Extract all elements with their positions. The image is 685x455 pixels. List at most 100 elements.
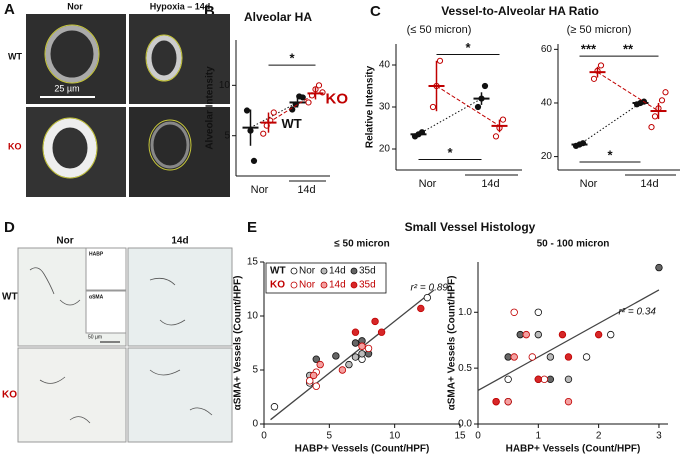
x-tick-label: 5 xyxy=(327,431,333,442)
y-axis-label: Alveolar Intensity xyxy=(205,66,216,150)
legend-marker xyxy=(320,281,328,289)
row-label: KO xyxy=(2,390,17,401)
data-point xyxy=(510,353,518,361)
data-point xyxy=(243,107,251,114)
y-tick-label: 30 xyxy=(379,102,391,113)
y-tick-label: 60 xyxy=(541,44,553,55)
chart-title: Small Vessel Histology xyxy=(405,220,536,234)
panel-a: Nor Hypoxia – 14d WT KO 25 µm xyxy=(8,1,230,197)
column-label: Nor xyxy=(56,236,73,247)
data-point xyxy=(316,360,324,369)
panel-letter: A xyxy=(4,1,15,18)
panel-letter: C xyxy=(370,3,381,20)
data-point xyxy=(546,375,555,384)
data-point xyxy=(564,353,573,361)
data-point xyxy=(534,375,543,384)
row-label: KO xyxy=(8,141,22,151)
y-tick-label: 15 xyxy=(247,257,259,268)
data-point xyxy=(417,304,425,313)
scale-bar-label: 25 µm xyxy=(54,83,79,93)
data-point xyxy=(423,293,432,302)
data-point xyxy=(270,403,279,411)
y-tick-label: 5 xyxy=(224,130,230,141)
data-point xyxy=(492,397,500,406)
y-tick-label: 20 xyxy=(379,144,391,155)
outline xyxy=(42,117,98,179)
y-tick-label: 0.5 xyxy=(458,363,472,374)
x-tick-label: 14d xyxy=(640,178,658,190)
data-point xyxy=(429,103,437,111)
significance-label: * xyxy=(607,147,613,162)
y-tick-label: 0 xyxy=(252,419,258,430)
legend-label: 14d xyxy=(329,280,346,291)
data-point xyxy=(516,330,524,339)
vessel xyxy=(146,35,182,81)
data-point xyxy=(658,97,666,104)
data-point xyxy=(606,330,615,339)
data-point xyxy=(315,82,323,89)
data-point xyxy=(499,116,507,123)
series-label: WT xyxy=(282,116,302,131)
data-point xyxy=(546,353,555,361)
fit-line xyxy=(270,289,435,421)
y-tick-label: 10 xyxy=(247,311,259,322)
data-point xyxy=(582,353,591,361)
x-tick-label: 14d xyxy=(481,178,499,190)
x-tick-label: 1 xyxy=(536,431,542,442)
data-point xyxy=(597,62,605,69)
mean-line xyxy=(579,102,641,145)
data-point xyxy=(648,124,655,131)
data-point xyxy=(364,344,373,353)
chart-subtitle: (≤ 50 micron) xyxy=(407,24,472,36)
x-tick-label: 15 xyxy=(454,431,466,442)
outline xyxy=(44,24,100,84)
data-point xyxy=(306,377,314,385)
inset-label: αSMA xyxy=(89,294,104,300)
data-point xyxy=(299,94,306,101)
data-point xyxy=(651,113,659,120)
x-axis-label: HABP+ Vessels (Count/HPF) xyxy=(506,444,641,455)
legend-marker xyxy=(350,281,358,289)
mean-line xyxy=(597,71,659,112)
chart-subtitle: ≤ 50 micron xyxy=(334,239,390,250)
data-point xyxy=(564,375,573,384)
data-point xyxy=(345,360,353,369)
vessel xyxy=(150,121,190,169)
legend-label: 35d xyxy=(359,266,376,277)
data-point xyxy=(534,308,543,316)
series-label: KO xyxy=(326,90,349,107)
panel-letter: B xyxy=(204,3,215,20)
mean-line xyxy=(268,92,316,124)
y-axis-label: Relative Intensity xyxy=(365,65,376,148)
x-tick-label: 3 xyxy=(656,431,662,442)
significance-label: * xyxy=(289,51,295,66)
annotation: r² = 0.34 xyxy=(618,307,656,318)
outline xyxy=(148,119,192,171)
data-point xyxy=(305,99,312,106)
vessel xyxy=(45,25,99,83)
outline xyxy=(145,34,183,82)
data-point xyxy=(358,350,366,358)
y-tick-label: 1.0 xyxy=(458,307,472,318)
data-point xyxy=(358,342,366,350)
data-point xyxy=(312,355,320,363)
data-point xyxy=(662,89,669,96)
data-point xyxy=(522,330,530,339)
chart-subtitle: (≥ 50 micron) xyxy=(567,24,632,36)
data-point xyxy=(594,330,603,339)
x-tick-label: Nor xyxy=(251,184,269,196)
y-tick-label: 0.0 xyxy=(458,419,472,430)
x-tick-label: Nor xyxy=(419,178,437,190)
mean-line xyxy=(436,85,500,127)
data-point xyxy=(260,130,267,137)
data-point xyxy=(332,352,340,360)
data-point xyxy=(590,75,598,82)
micrograph xyxy=(127,247,233,347)
x-tick-label: Nor xyxy=(580,178,598,190)
significance-label: ** xyxy=(623,42,634,57)
data-point xyxy=(351,339,360,347)
legend-label: Nor xyxy=(299,266,316,277)
y-axis-label: αSMA+ Vessels (Count/HPF) xyxy=(233,276,244,411)
legend-label: Nor xyxy=(299,280,316,291)
